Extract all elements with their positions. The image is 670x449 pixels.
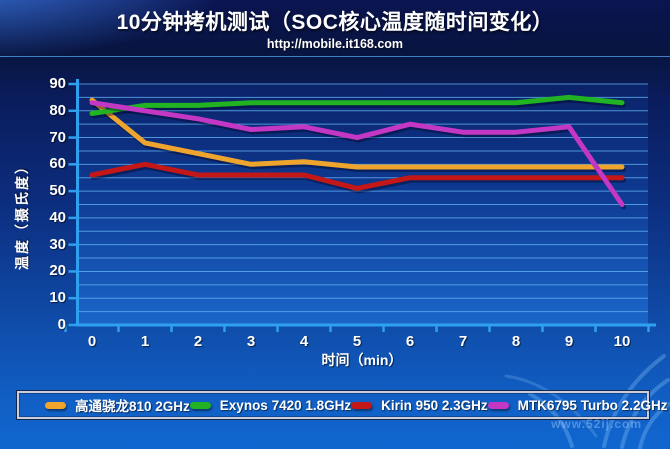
chart-legend: 高通骁龙810 2GHz Exynos 7420 1.8GHz Kirin 950 …: [17, 391, 667, 419]
page-subtitle: http://mobile.it168.com: [266, 37, 404, 51]
y-tick-label: 90: [49, 75, 66, 92]
legend-item: 高通骁龙810 2GHz: [45, 395, 190, 415]
y-tick-label: 10: [49, 289, 66, 307]
y-tick-label: 70: [49, 128, 66, 146]
chart-header: 10分钟拷机测试（SOC核心温度随时间变化） http://mobile.it1…: [0, 0, 670, 51]
legend-label: MTK6795 Turbo 2.2GHz: [517, 397, 668, 413]
y-tick-label: 30: [49, 235, 66, 253]
legend-swatch-icon: [487, 401, 509, 409]
x-tick-label: 3: [246, 333, 256, 350]
y-tick-label: 80: [49, 101, 66, 119]
chart-area-divider: [0, 56, 670, 57]
x-tick-label: 9: [564, 333, 574, 350]
legend-label: Kirin 950 2.3GHz: [381, 397, 488, 413]
x-tick-label: 8: [511, 333, 521, 350]
y-axis-title: 温度（摄氏度）: [14, 158, 30, 270]
watermark-url: www.52ij.com: [551, 417, 642, 431]
legend-swatch-icon: [189, 401, 211, 409]
legend-item: MTK6795 Turbo 2.2GHz: [487, 397, 668, 413]
legend-label: Exynos 7420 1.8GHz: [219, 397, 352, 413]
y-tick-label: 60: [49, 155, 66, 173]
x-tick-label: 4: [299, 333, 309, 350]
x-tick-label: 2: [193, 333, 203, 350]
x-tick-label: 7: [458, 333, 468, 350]
x-tick-label: 0: [87, 333, 97, 350]
x-tick-label: 10: [613, 333, 631, 350]
y-tick-label: 0: [57, 316, 66, 333]
y-tick-label: 40: [49, 208, 66, 226]
y-tick-label: 50: [49, 182, 66, 200]
legend-swatch-icon: [45, 401, 66, 409]
legend-label: 高通骁龙810 2GHz: [75, 399, 190, 414]
page-title: 10分钟拷机测试（SOC核心温度随时间变化）: [116, 11, 554, 34]
x-tick-label: 5: [352, 333, 362, 350]
legend-item: Kirin 950 2.3GHz: [351, 398, 488, 413]
y-tick-label: 20: [49, 262, 66, 280]
x-axis-title: 时间（min）: [321, 352, 403, 368]
x-tick-label: 6: [405, 333, 415, 350]
legend-swatch-icon: [351, 401, 373, 409]
legend-item: Exynos 7420 1.8GHz: [189, 397, 352, 413]
x-tick-label: 1: [140, 333, 150, 350]
